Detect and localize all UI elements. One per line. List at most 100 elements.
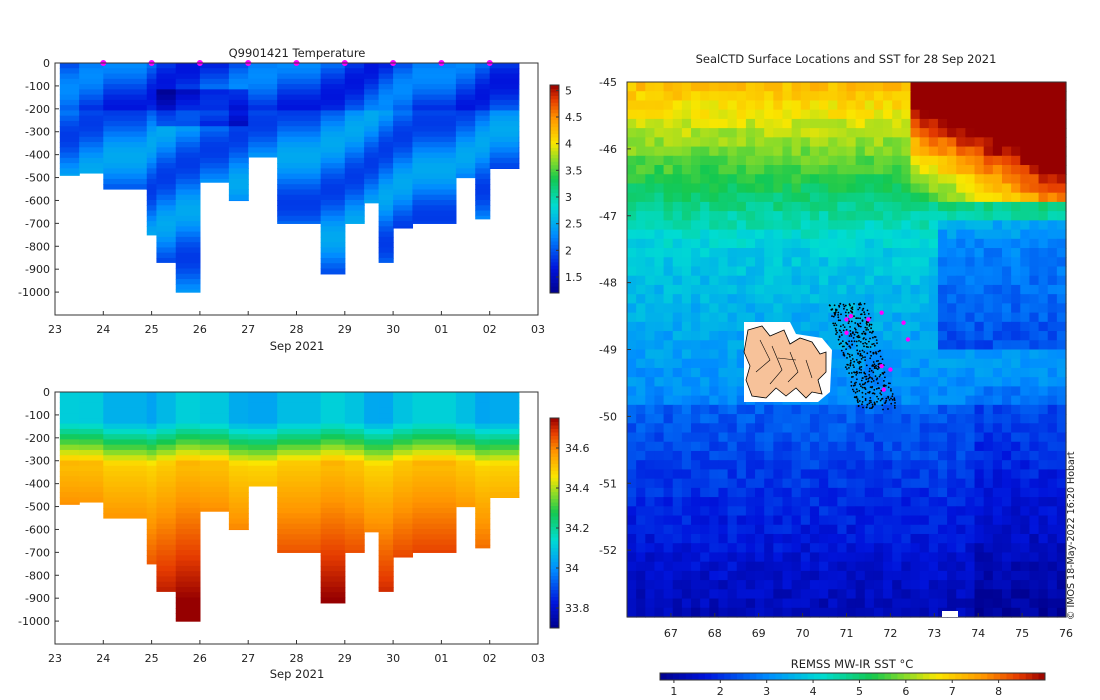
sst-cell	[1029, 404, 1040, 415]
temperature-cell	[320, 205, 346, 212]
sst-cell	[883, 478, 893, 489]
temperature-cell	[199, 147, 230, 154]
salinity-cell	[156, 402, 177, 409]
salinity-cell	[475, 529, 491, 535]
temperature-cell	[156, 242, 177, 249]
salinity-cell	[393, 507, 414, 514]
temperature-cell	[344, 63, 365, 69]
dive-location	[839, 329, 841, 332]
sst-cell	[718, 460, 729, 471]
temperature-cell	[175, 236, 201, 243]
sst-cell	[709, 441, 720, 452]
sst-cell	[965, 128, 976, 138]
salinity-cell	[412, 449, 457, 456]
temperature-cell	[320, 99, 346, 106]
sst-cell	[928, 183, 939, 194]
salinity-cell	[378, 555, 394, 562]
sst-cell	[645, 331, 656, 341]
sst-cell	[672, 192, 683, 203]
temperature-colorbar-segment	[550, 119, 559, 124]
sst-cell	[1038, 589, 1049, 600]
salinity-cell	[103, 444, 148, 451]
temperature-cell	[175, 136, 201, 143]
salinity-cell	[103, 497, 148, 504]
salinity-cell	[378, 471, 394, 477]
sst-cell	[691, 238, 701, 249]
sst-cell	[791, 284, 802, 295]
temperature-cell	[320, 273, 346, 275]
sst-cell	[828, 321, 838, 332]
salinity-cell	[228, 486, 249, 493]
salinity-cell	[277, 550, 322, 553]
salinity-cell	[412, 397, 457, 404]
sst-cell	[691, 395, 701, 406]
sst-cell	[828, 349, 838, 360]
temperature-colorbar-segment	[550, 220, 559, 225]
temperature-cell	[79, 94, 104, 101]
sst-cell	[864, 524, 875, 535]
salinity-cell	[344, 392, 365, 398]
salinity-cell	[393, 439, 414, 446]
dive-location	[835, 333, 837, 335]
sst-cell	[910, 450, 921, 461]
sst-cell	[755, 543, 765, 554]
sst-cell	[937, 377, 948, 387]
sst-cell	[910, 294, 921, 304]
temperature-cell	[412, 126, 457, 133]
sst-cell	[764, 515, 774, 526]
salinity-cell	[59, 413, 80, 419]
sst-cell	[718, 441, 729, 452]
sst-cell	[1001, 515, 1012, 526]
dive-location	[868, 370, 871, 373]
temperature-cell	[412, 221, 457, 224]
sst-cell	[965, 155, 976, 166]
sst-cell	[992, 487, 1003, 498]
sst-cell	[645, 506, 656, 517]
dive-location	[869, 350, 872, 353]
temperature-cell	[59, 105, 80, 112]
sst-cell	[718, 607, 729, 618]
sst-cell	[947, 220, 957, 231]
salinity-cell	[320, 560, 346, 567]
temperature-cell	[277, 221, 322, 224]
sst-cell	[800, 238, 811, 249]
temperature-cell	[320, 200, 346, 206]
sst-cell	[828, 515, 838, 526]
sst-cell	[663, 331, 674, 341]
sst-cell	[855, 515, 866, 526]
temperature-colorbar-segment	[550, 137, 559, 141]
salinity-colorbar-segment	[550, 467, 559, 471]
sst-cell	[1047, 146, 1058, 157]
temperature-cell	[228, 99, 249, 106]
salinity-cell	[320, 602, 346, 604]
sst-cell	[654, 109, 665, 120]
sst-colorbar-segment	[672, 673, 680, 680]
sst-cell	[645, 395, 656, 406]
sst-cell	[745, 441, 756, 452]
salinity-cell	[475, 397, 491, 404]
sst-cell	[837, 91, 848, 102]
sst-cell	[855, 294, 866, 304]
salinity-colorbar-segment	[550, 512, 559, 517]
salinity-cell	[378, 397, 394, 404]
salinity-cell	[320, 455, 346, 462]
sst-cell	[846, 432, 857, 443]
sst-cell	[947, 174, 957, 185]
temperature-cell	[489, 105, 520, 112]
sst-cell	[947, 137, 957, 148]
sst-cell	[718, 183, 729, 194]
sst-cell	[1029, 146, 1040, 157]
salinity-colorbar-tick-label: 34.6	[565, 442, 590, 455]
temperature-cell	[103, 147, 148, 154]
sst-cell	[956, 377, 966, 387]
sst-cell	[1047, 533, 1058, 544]
sst-cell	[764, 82, 774, 92]
sst-cell	[1001, 248, 1012, 258]
sst-colorbar-segment	[980, 673, 988, 680]
dive-location	[885, 397, 888, 400]
salinity-cell	[156, 539, 177, 546]
salinity-cell	[59, 418, 80, 425]
salinity-cell	[175, 507, 201, 514]
temperature-cell	[175, 252, 201, 259]
sst-cell	[855, 580, 866, 590]
